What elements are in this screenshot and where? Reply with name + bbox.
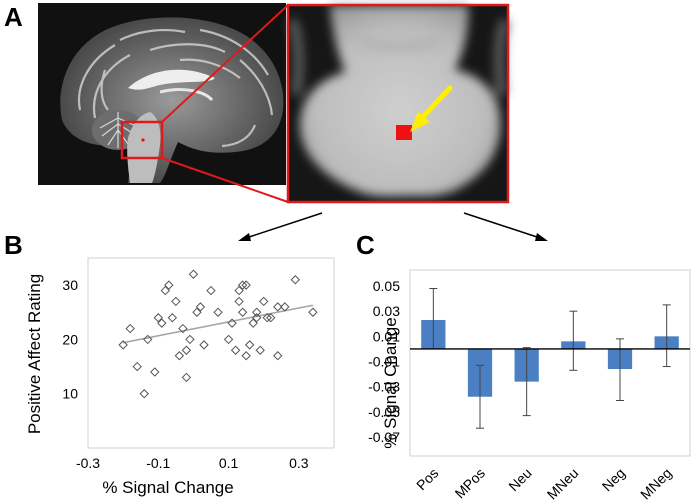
roi-marker bbox=[396, 125, 412, 140]
scatter-point bbox=[178, 323, 188, 334]
scatter-point bbox=[199, 340, 209, 350]
scatter-point bbox=[195, 302, 206, 312]
scatter-point bbox=[266, 313, 276, 323]
scatter-point bbox=[164, 280, 174, 290]
bar-plot-area bbox=[409, 269, 691, 457]
bar-y-tick-label: 0.05 bbox=[373, 278, 400, 294]
scatter-x-tick-label: 0.1 bbox=[219, 455, 239, 471]
scatter-point bbox=[262, 313, 272, 323]
scatter-point bbox=[251, 307, 262, 317]
scatter-point bbox=[244, 340, 255, 350]
bar-y-tick-label: -0.05 bbox=[368, 404, 400, 420]
zoom-frame bbox=[286, 3, 510, 204]
scatter-point bbox=[273, 351, 283, 361]
bar-category-label: Pos bbox=[413, 465, 441, 493]
scatter-point bbox=[181, 345, 192, 355]
scatter-y-tick-label: 20 bbox=[62, 331, 78, 347]
trend-line bbox=[122, 304, 314, 344]
bar-category-label: MNeu bbox=[544, 465, 582, 502]
scatter-point bbox=[153, 313, 163, 323]
scatter-point bbox=[213, 307, 223, 317]
bar-category-label: MPos bbox=[451, 465, 488, 502]
arrow-to-b bbox=[238, 212, 323, 241]
panel-label-a: A bbox=[4, 2, 23, 32]
bar-y-axis-label: % Signal Change bbox=[381, 317, 400, 448]
scatter-plot-area bbox=[87, 257, 335, 449]
bar-y-tick-label: -0.01 bbox=[368, 354, 400, 370]
scatter-point bbox=[308, 307, 318, 317]
scatter-point bbox=[241, 280, 251, 290]
scatter-point bbox=[139, 389, 149, 399]
scatter-point bbox=[248, 318, 258, 328]
scatter-point bbox=[241, 351, 251, 361]
scatter-point bbox=[255, 345, 265, 355]
scatter-point bbox=[290, 275, 301, 285]
scatter-point bbox=[227, 318, 237, 328]
yellow-arrow-head bbox=[410, 112, 430, 132]
scatter-point bbox=[167, 313, 178, 323]
scatter-x-tick-label: -0.3 bbox=[76, 455, 100, 471]
scatter-point bbox=[237, 307, 248, 317]
scatter-x-tick-label: 0.3 bbox=[289, 455, 309, 471]
scatter-point bbox=[230, 345, 241, 355]
panel-label-b: B bbox=[4, 230, 23, 260]
bar-category-label: MNeg bbox=[637, 465, 675, 502]
zoom-connector-bottom bbox=[161, 157, 289, 203]
scatter-point bbox=[280, 302, 290, 312]
scatter-point bbox=[132, 361, 142, 372]
scatter-point bbox=[157, 318, 167, 328]
scatter-point bbox=[259, 296, 269, 307]
arrow-to-c bbox=[463, 212, 548, 241]
scatter-y-tick-label: 30 bbox=[62, 277, 78, 293]
scatter-x-axis-label: % Signal Change bbox=[102, 478, 233, 497]
scatter-point bbox=[143, 334, 153, 345]
scatter-point bbox=[185, 334, 195, 345]
scatter-point bbox=[160, 285, 171, 296]
scatter-point bbox=[234, 296, 244, 307]
scatter-point bbox=[237, 280, 248, 290]
yellow-arrow-shaft bbox=[417, 85, 453, 123]
scatter-point bbox=[118, 340, 128, 350]
scatter-point bbox=[150, 367, 160, 377]
bar-y-tick-label: -0.03 bbox=[368, 379, 400, 395]
scatter-x-tick-label: -0.1 bbox=[146, 455, 170, 471]
scatter-point bbox=[206, 285, 216, 296]
bar-y-tick-label: 0.03 bbox=[373, 303, 400, 319]
scatter-point bbox=[223, 334, 234, 345]
scatter-point bbox=[174, 351, 185, 361]
sagittal-brain-image bbox=[38, 3, 286, 185]
scatter-plot: 10 20 30 -0.3 -0.1 0.1 0.3 % Signal Change Po… bbox=[25, 257, 335, 497]
zoom-connector-top bbox=[161, 4, 289, 123]
bar-category-label: Neg bbox=[599, 465, 628, 494]
scatter-point bbox=[171, 296, 181, 307]
bar-y-tick-label: -0.07 bbox=[368, 429, 400, 445]
bar-y-tick-label: 0.01 bbox=[373, 328, 400, 344]
scatter-point bbox=[181, 372, 192, 383]
scatter-point bbox=[251, 313, 262, 323]
scatter-point bbox=[273, 302, 283, 312]
bar-chart: 0.05 0.03 0.01 -0.01 -0.03 -0.05 -0.07 Pos MPos… bbox=[368, 269, 691, 502]
scatter-point bbox=[192, 307, 202, 317]
zoomed-brainstem-image bbox=[286, 3, 510, 204]
scatter-point bbox=[234, 285, 244, 296]
highlight-box bbox=[120, 120, 164, 160]
scatter-point bbox=[125, 323, 135, 334]
scatter-y-tick-label: 10 bbox=[62, 386, 78, 402]
bar-category-label: Neu bbox=[505, 465, 534, 494]
scatter-y-axis-label: Positive Affect Rating bbox=[25, 274, 44, 434]
panel-label-c: C bbox=[356, 230, 375, 260]
scatter-point bbox=[188, 269, 199, 279]
